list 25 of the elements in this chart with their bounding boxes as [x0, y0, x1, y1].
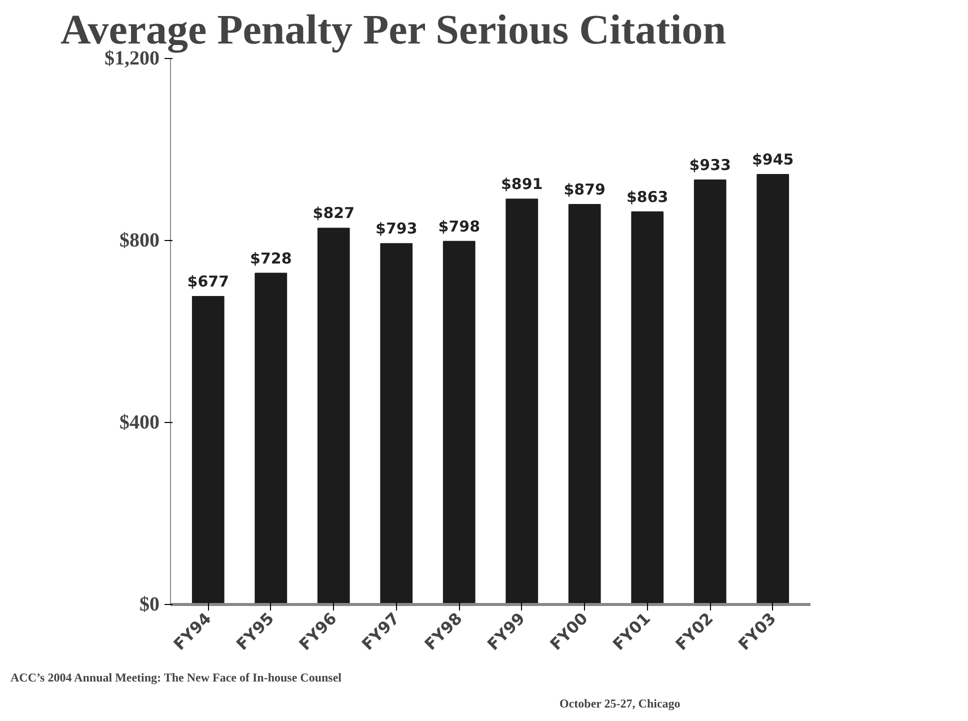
text: ACC’s 2004 Annual Meeting: The New Face of In-house Counsel — [10, 670, 342, 684]
data-label: $879 — [564, 180, 606, 199]
data-label: $863 — [626, 188, 668, 206]
data-label: $933 — [689, 156, 731, 174]
bar — [442, 240, 476, 604]
bar — [380, 243, 413, 604]
data-label: $728 — [250, 249, 292, 268]
data-label: $827 — [312, 204, 355, 222]
bar — [631, 211, 664, 604]
data-label: $798 — [438, 217, 480, 236]
y-tick-label: $800 — [120, 230, 160, 252]
y-tick-label: $400 — [120, 412, 160, 434]
data-label: $793 — [376, 220, 418, 238]
text: October 25-27, Chicago — [560, 696, 680, 710]
bar — [756, 174, 790, 604]
bar — [254, 272, 288, 604]
data-label: $945 — [752, 150, 794, 169]
bar — [192, 296, 224, 604]
bar — [694, 179, 726, 604]
data-label: $891 — [501, 175, 543, 194]
bar — [568, 204, 601, 604]
y-tick-label: $0 — [140, 594, 160, 616]
bar — [506, 198, 538, 604]
data-label: $677 — [187, 272, 230, 290]
bar — [317, 228, 350, 604]
